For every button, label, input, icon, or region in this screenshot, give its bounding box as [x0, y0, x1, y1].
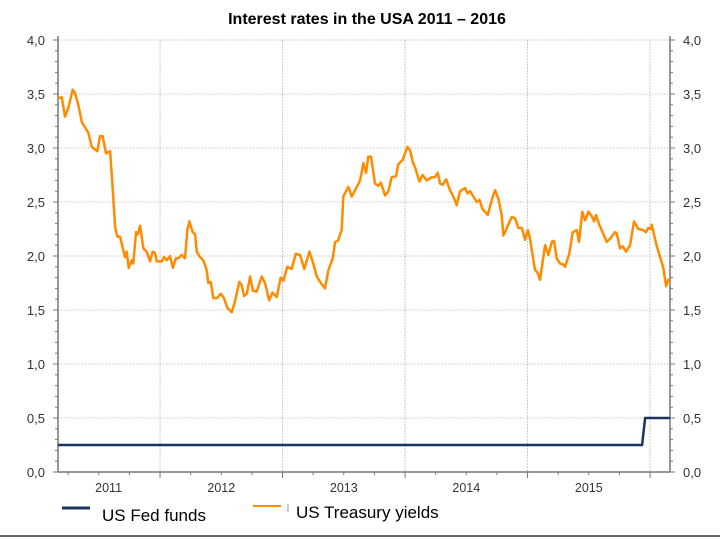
- y-tick-label-right: 0,0: [683, 465, 701, 480]
- chart-title: Interest rates in the USA 2011 – 2016: [228, 11, 506, 28]
- gridlines: [58, 39, 670, 472]
- y-tick-label-right: 4,0: [683, 33, 701, 48]
- x-tick-label: 2014: [452, 481, 480, 495]
- y-tick-label-left: 0,0: [27, 465, 45, 480]
- y-tick-label-right: 3,5: [683, 87, 701, 102]
- x-tick-label: 2011: [95, 481, 122, 495]
- legend: US Fed funds US Treasury yields: [62, 503, 439, 525]
- y-tick-label-left: 1,0: [27, 357, 45, 372]
- legend-label-treasury-yields: US Treasury yields: [296, 503, 439, 522]
- y-tick-label-left: 2,0: [27, 249, 45, 264]
- y-tick-label-left: 3,5: [27, 87, 45, 102]
- y-tick-label-right: 0,5: [683, 411, 701, 426]
- axes: 0,0 0,0 0,5 0,5 1,0 1,0 1,5 1,5 2,0 2,0 2,5 2,5 3,0 3…: [27, 33, 701, 495]
- y-tick-label-right: 3,0: [683, 141, 701, 156]
- y-tick-label-right: 2,5: [683, 195, 701, 210]
- y-tick-label-left: 0,5: [27, 411, 45, 426]
- legend-label-fed-funds: US Fed funds: [102, 506, 206, 525]
- y-tick-label-left: 2,5: [27, 195, 45, 210]
- fed-funds-line: [58, 416, 670, 447]
- y-tick-label-left: 4,0: [27, 33, 45, 48]
- x-tick-label: 2012: [207, 481, 235, 495]
- x-tick-label: 2015: [575, 481, 603, 495]
- y-tick-label-left: 1,5: [27, 303, 45, 318]
- treasury-yields-line: [57, 88, 671, 314]
- y-tick-label-right: 1,5: [683, 303, 701, 318]
- y-tick-label-left: 3,0: [27, 141, 45, 156]
- series-lines: [57, 88, 671, 447]
- y-tick-label-right: 2,0: [683, 249, 701, 264]
- y-tick-label-right: 1,0: [683, 357, 701, 372]
- x-tick-label: 2013: [330, 481, 358, 495]
